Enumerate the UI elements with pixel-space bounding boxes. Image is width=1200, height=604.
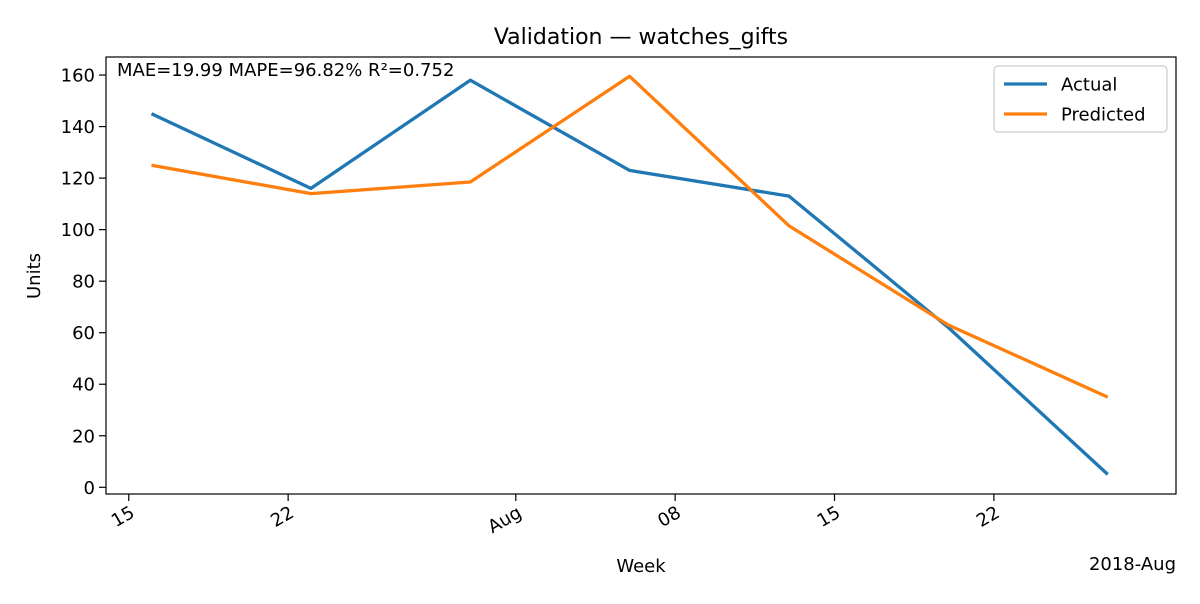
x-axis-label: Week: [616, 556, 666, 577]
legend-label-predicted: Predicted: [1061, 105, 1146, 126]
x-tick-label: Aug: [484, 502, 525, 538]
y-tick-label: 60: [72, 323, 95, 344]
x-offset-label: 2018-Aug: [1089, 554, 1176, 575]
y-axis-label: Units: [24, 253, 45, 299]
x-tick-label: 15: [108, 502, 138, 532]
x-tick-label: 22: [973, 502, 1003, 532]
y-tick-label: 140: [61, 117, 95, 138]
y-tick-label: 80: [72, 272, 95, 293]
y-axis: 0 20 40 60 80 100 120 140 160: [61, 66, 106, 499]
chart-title: Validation — watches_gifts: [494, 25, 788, 50]
series-line-predicted: [152, 76, 1108, 397]
y-tick-label: 100: [61, 220, 95, 241]
y-tick-label: 20: [72, 426, 95, 447]
x-tick-label: 08: [654, 502, 684, 532]
y-tick-label: 160: [61, 66, 95, 87]
metrics-annotation: MAE=19.99 MAPE=96.82% R²=0.752: [117, 60, 454, 81]
y-tick-label: 40: [72, 375, 95, 396]
legend-label-actual: Actual: [1061, 75, 1117, 96]
plot-lines: [151, 76, 1107, 474]
x-tick-label: 22: [267, 502, 297, 532]
series-line-actual: [152, 80, 1108, 474]
y-tick-label: 120: [61, 169, 95, 190]
legend: Actual Predicted: [994, 66, 1167, 132]
x-tick-label: 15: [814, 502, 844, 532]
y-tick-label: 0: [84, 478, 95, 499]
x-axis: 15 22 Aug 08 15 22: [108, 494, 1003, 538]
